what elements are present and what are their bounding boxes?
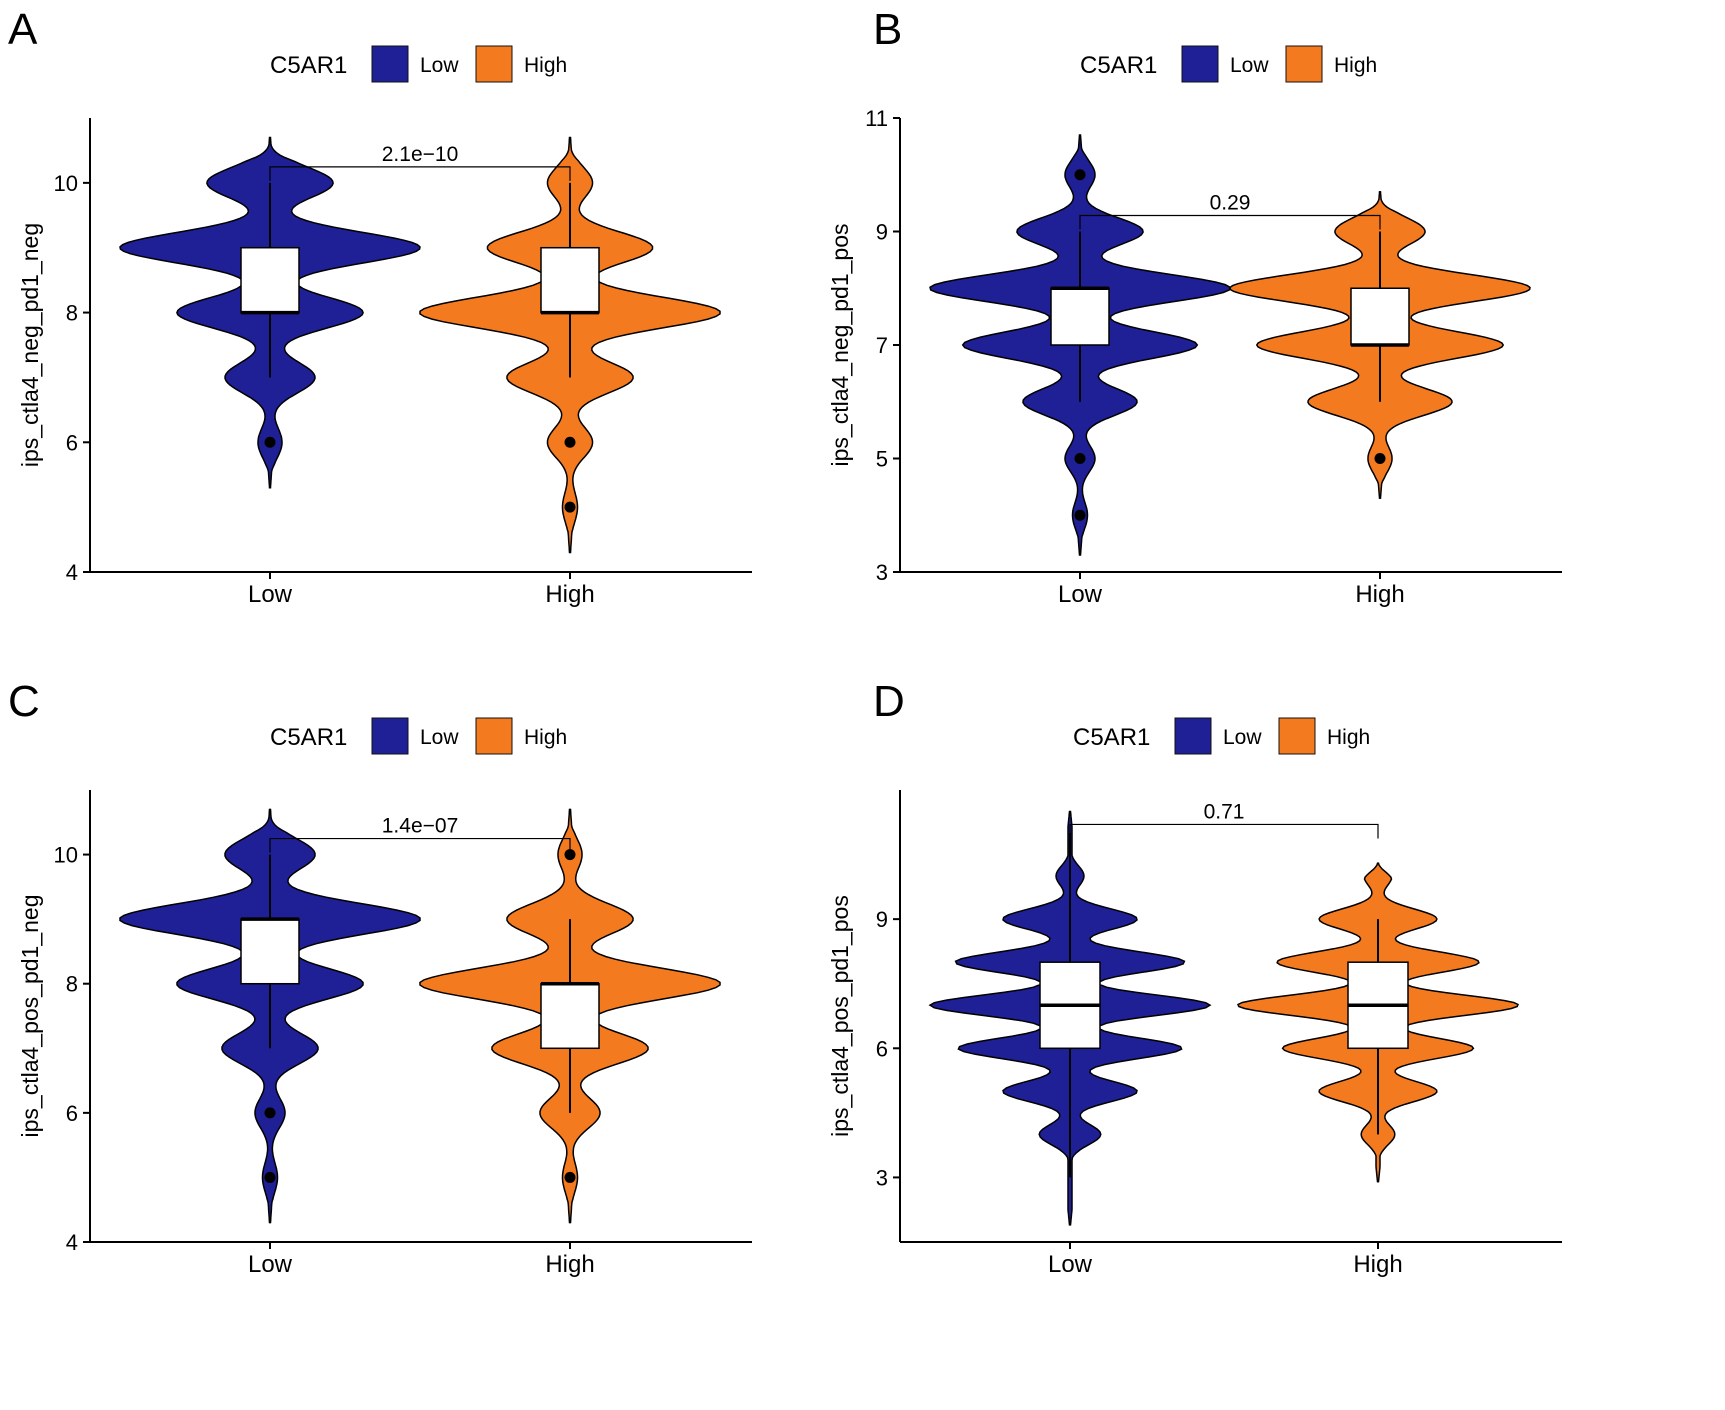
box-low <box>240 918 300 985</box>
y-tick-label: 9 <box>876 907 888 932</box>
legend: C5AR1 Low High <box>270 45 567 83</box>
x-tick-label: High <box>545 581 594 608</box>
panel-label: A <box>8 5 38 54</box>
y-tick-label: 11 <box>865 106 888 131</box>
y-tick-label: 8 <box>66 301 78 326</box>
y-tick-label: 7 <box>876 333 888 358</box>
legend-swatch-high <box>475 717 513 755</box>
panel-a: A C5AR1 Low High 4 6 8 10 ips_ctla4_neg_pd1_neg L… <box>8 5 752 608</box>
outlier-point <box>1074 509 1086 521</box>
panel-label: D <box>873 677 905 726</box>
x-tick-label: Low <box>248 1251 293 1278</box>
box-low <box>1050 287 1110 346</box>
x-tick-label: Low <box>248 581 293 608</box>
outlier-point <box>564 436 576 448</box>
outlier-point <box>1074 453 1086 464</box>
p-value-label: 0.71 <box>1204 800 1245 823</box>
y-tick-label: 10 <box>54 843 78 868</box>
significance-bracket: 2.1e−10 <box>269 143 571 181</box>
p-value-label: 0.29 <box>1210 192 1251 215</box>
violin-high <box>1229 191 1531 499</box>
x-tick-label: High <box>1355 581 1404 608</box>
y-tick-label: 6 <box>876 1036 888 1061</box>
legend-swatch-high <box>1278 717 1316 755</box>
box-low <box>240 246 300 314</box>
outlier-point <box>564 501 576 513</box>
significance-bracket: 0.29 <box>1079 192 1381 230</box>
panel-label: C <box>8 677 40 726</box>
legend-title: C5AR1 <box>270 52 347 79</box>
x-tick-label: Low <box>1048 1251 1093 1278</box>
panel-label: B <box>873 5 902 54</box>
violin-high <box>419 136 721 554</box>
y-tick-label: 6 <box>66 430 78 455</box>
y-tick-label: 4 <box>66 1230 78 1255</box>
y-axis-title: ips_ctla4_pos_pd1_neg <box>17 895 43 1138</box>
legend-swatch-high <box>475 45 513 83</box>
legend-label-high: High <box>524 726 567 749</box>
bracket-line <box>269 837 571 853</box>
legend-swatch-low <box>371 45 409 83</box>
bracket-line <box>1069 823 1379 839</box>
outlier-point <box>1374 453 1386 464</box>
bracket-line <box>1079 214 1381 230</box>
y-tick-label: 10 <box>54 171 78 196</box>
legend-swatch-low <box>1181 45 1219 83</box>
legend-title: C5AR1 <box>270 724 347 751</box>
legend-swatch-high <box>1285 45 1323 83</box>
violin-high <box>419 808 721 1224</box>
outlier-point <box>264 436 276 448</box>
violin-high <box>1237 862 1519 1183</box>
legend-label-high: High <box>1327 726 1370 749</box>
violin-low <box>928 810 1212 1226</box>
legend-swatch-low <box>1174 717 1212 755</box>
y-tick-label: 9 <box>876 220 888 245</box>
panel-c: C C5AR1 Low High 4 6 8 10 ips_ctla4_pos_pd1_neg L… <box>8 677 752 1278</box>
y-tick-label: 8 <box>66 972 78 997</box>
y-tick-label: 6 <box>66 1101 78 1126</box>
legend: C5AR1 Low High <box>1080 45 1377 83</box>
legend-label-low: Low <box>1230 54 1269 77</box>
y-axis-title: ips_ctla4_neg_pd1_neg <box>17 223 43 467</box>
p-value-label: 1.4e−07 <box>382 815 459 838</box>
legend-label-low: Low <box>420 726 459 749</box>
outlier-point <box>564 849 576 861</box>
violin-low <box>929 134 1231 556</box>
y-tick-label: 4 <box>66 560 78 585</box>
y-tick-label: 3 <box>876 1165 888 1190</box>
y-axis-title: ips_ctla4_neg_pd1_pos <box>827 224 853 467</box>
panel-d: D C5AR1 Low High 3 6 9 ips_ctla4_pos_pd1_pos Low… <box>827 677 1562 1278</box>
outlier-point <box>564 1171 576 1183</box>
x-tick-label: Low <box>1058 581 1103 608</box>
legend-label-high: High <box>1334 54 1377 77</box>
significance-bracket: 0.71 <box>1069 800 1379 839</box>
legend-label-high: High <box>524 54 567 77</box>
box-high <box>540 982 600 1050</box>
outlier-point <box>264 1107 276 1119</box>
violin-low <box>119 136 421 489</box>
y-axis-title: ips_ctla4_pos_pd1_pos <box>827 895 853 1137</box>
legend-swatch-low <box>371 717 409 755</box>
legend-title: C5AR1 <box>1080 52 1157 79</box>
x-tick-label: High <box>545 1251 594 1278</box>
x-tick-label: High <box>1353 1251 1402 1278</box>
y-tick-label: 3 <box>876 560 888 585</box>
panel-b: B C5AR1 Low High 3 5 7 9 11 ips_ctla4_neg_pd1_pos… <box>827 5 1562 608</box>
p-value-label: 2.1e−10 <box>382 143 459 166</box>
legend-title: C5AR1 <box>1073 724 1150 751</box>
violin-low <box>119 808 421 1224</box>
legend-label-low: Low <box>1223 726 1262 749</box>
legend: C5AR1 Low High <box>270 717 567 755</box>
box-high <box>1350 287 1410 346</box>
legend: C5AR1 Low High <box>1073 717 1370 755</box>
bracket-line <box>269 166 571 181</box>
y-tick-label: 5 <box>876 447 888 472</box>
box-high <box>540 246 600 314</box>
legend-label-low: Low <box>420 54 459 77</box>
outlier-point <box>1074 169 1086 181</box>
outlier-point <box>264 1171 276 1183</box>
significance-bracket: 1.4e−07 <box>269 815 571 853</box>
